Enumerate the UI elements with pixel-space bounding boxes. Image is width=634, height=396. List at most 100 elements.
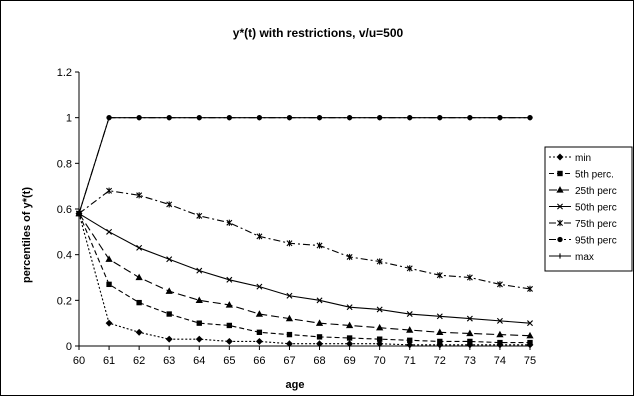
data-point [106,228,113,235]
data-point [256,115,262,121]
data-point [136,244,143,251]
data-point [497,115,503,121]
data-point [406,265,413,272]
series-line [78,213,531,337]
data-point [255,310,264,317]
data-point [106,115,112,121]
data-point [466,329,474,337]
series-3 [76,210,533,327]
x-tick-label: 62 [133,355,145,367]
data-point [226,115,232,121]
y-axis-label: percentiles of y*(t) [21,187,33,283]
data-point [285,314,294,322]
series-1 [76,210,533,346]
x-tick-label: 65 [223,355,235,367]
data-point [105,319,113,327]
y-tick-label: 1.2 [57,67,72,79]
data-point [166,201,173,208]
data-point [225,301,233,308]
data-point [106,187,113,194]
legend-label: 50th perc [575,203,617,214]
data-point [466,315,473,322]
data-point [345,321,354,329]
data-point [195,296,203,304]
data-point [166,256,173,263]
data-point [256,283,263,290]
series-2 [75,209,534,339]
x-tick-label: 70 [374,355,386,367]
data-point [256,329,263,335]
data-point [346,335,353,341]
x-tick-label: 68 [313,355,325,367]
data-point [196,212,203,219]
legend-marker [556,153,564,161]
series-line [78,213,530,344]
x-tick-label: 64 [193,355,205,367]
data-point [436,313,443,320]
legend-marker [557,253,563,259]
x-tick-label: 69 [343,355,355,367]
data-point [496,281,503,288]
data-point [316,297,323,304]
x-tick-label: 75 [524,355,536,367]
legend: min 5th perc. 25th perc 50th perc 75th perc 9… [544,146,633,272]
series-line [78,190,531,290]
data-point [286,331,293,338]
x-axis-label: age [286,379,305,391]
x-tick-label: 61 [103,355,115,367]
data-point [527,285,533,293]
data-point [166,115,172,121]
data-point [286,115,293,121]
x-tick-label: 74 [494,355,506,367]
data-point [406,311,413,318]
data-point [255,337,263,345]
data-point [256,233,263,240]
y-tick-label: 0.4 [57,250,72,262]
data-point [436,272,443,279]
data-point [135,273,143,281]
series-line [78,213,530,346]
data-point [467,115,473,121]
data-point [376,258,383,265]
data-point [286,292,293,299]
x-tick-label: 66 [253,355,265,367]
data-point [437,115,443,121]
data-point [226,219,233,226]
data-point [376,340,384,348]
data-point [316,340,323,348]
data-point [467,338,473,345]
data-point [407,337,413,343]
data-point [526,331,534,339]
data-point [76,210,82,217]
data-point [377,115,383,121]
data-point [195,335,203,343]
data-point [316,115,323,121]
data-point [497,339,503,346]
legend-box [544,146,633,272]
data-point [496,330,504,338]
data-point [496,317,503,324]
y-tick-label: 0.2 [57,295,72,307]
data-point [136,299,142,306]
y-tick-label: 0 [66,341,72,353]
data-point [226,322,233,329]
x-tick-label: 67 [283,355,295,367]
series-layer [75,114,534,349]
data-point [347,115,353,121]
x-tick-label: 63 [163,355,175,367]
data-point [196,320,202,326]
data-point [527,339,533,346]
legend-label: max [575,252,594,263]
y-tick-label: 0.8 [57,158,72,170]
legend-label: 5th perc. [575,170,614,181]
series-line [78,117,530,214]
data-point [376,336,383,342]
legend-marker [556,186,564,193]
data-point [316,334,323,340]
data-point [226,276,233,283]
data-point [376,323,384,331]
data-point [346,253,353,261]
data-point [315,319,324,326]
